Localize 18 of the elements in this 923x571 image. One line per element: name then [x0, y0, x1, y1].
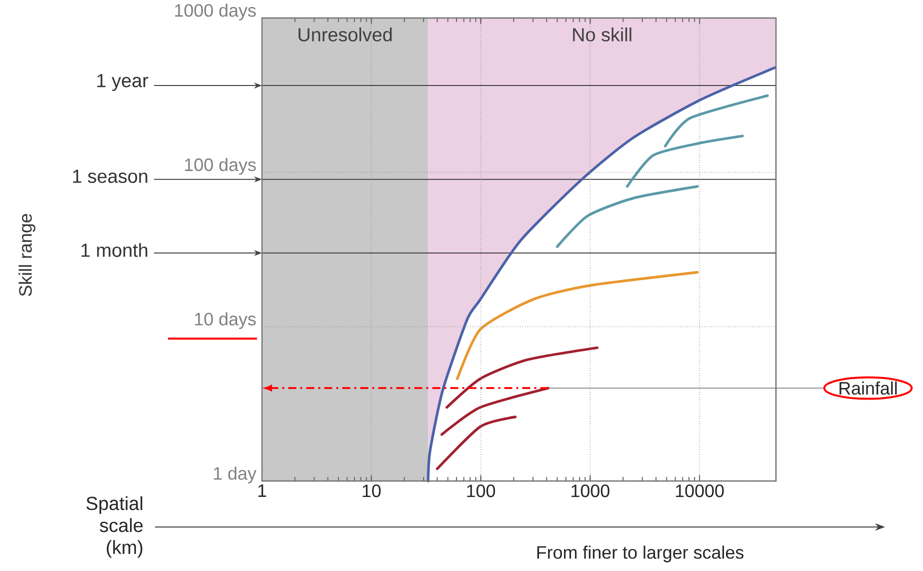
y-tick-label: 100 days	[185, 158, 256, 175]
ref-line-label: 1 year	[97, 74, 148, 92]
x-tick-label: 1000	[572, 484, 610, 498]
y-tick-label: 1000 days	[175, 4, 256, 20]
annotation: Rainfall	[840, 381, 897, 395]
x-axis-title: Spatial scale (km)	[86, 496, 143, 558]
band-label: No skill	[573, 28, 632, 42]
ref-line-label: 1 season	[73, 170, 148, 183]
band-label: Unresolved	[298, 28, 392, 42]
x-tick-label: 10000	[676, 484, 724, 498]
y-tick-label: 1 day	[214, 466, 256, 484]
x-tick-label: 100	[467, 484, 496, 498]
x-tick-label: 1	[258, 484, 266, 497]
y-tick-label: 10 days	[195, 312, 256, 330]
text: Skill range	[18, 214, 36, 296]
ref-line-label: 1 month	[82, 243, 148, 257]
text: From finer to larger scales	[537, 546, 744, 562]
x-tick-label: 10	[362, 484, 381, 498]
